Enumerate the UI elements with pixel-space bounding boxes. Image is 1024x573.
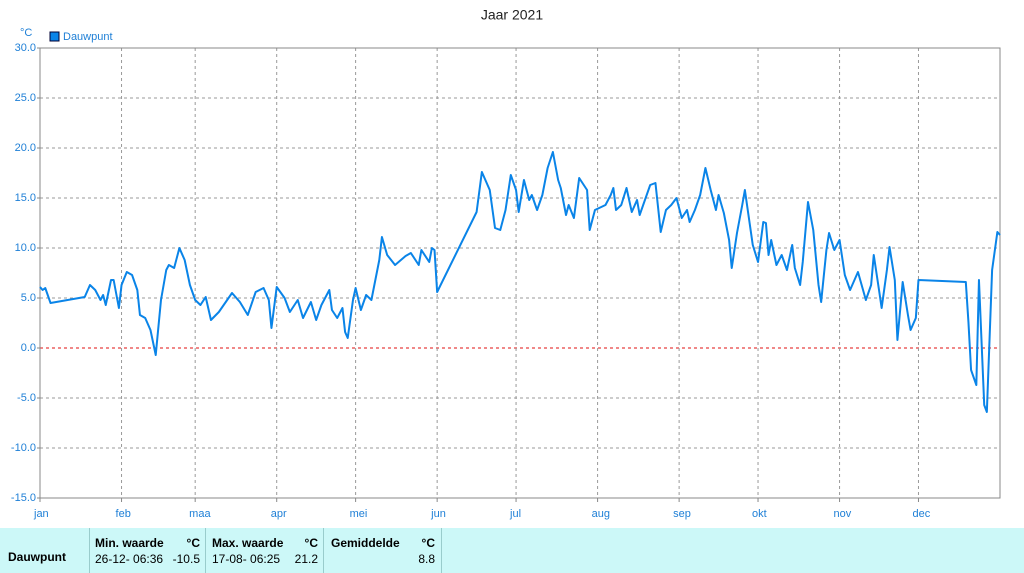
time: 17-08- 06:25 xyxy=(212,552,281,566)
value: -10.5 xyxy=(172,552,200,566)
time: 26-12- 06:36 xyxy=(95,552,164,566)
legend-swatch xyxy=(49,31,60,42)
x-tick-label: feb xyxy=(116,508,131,520)
y-tick-label: 15.0 xyxy=(15,192,36,204)
y-tick-label: 20.0 xyxy=(15,142,36,154)
chart: Jaar 2021 °C -15.0 -10.0 -5.0 0.0 5.0 10.0 15.… xyxy=(11,7,1001,520)
unit: °C xyxy=(304,536,318,550)
y-tick-label: -5.0 xyxy=(17,392,36,404)
x-tick-label: jan xyxy=(33,508,49,520)
x-tick-label: aug xyxy=(592,508,610,520)
max-cell: Max. waarde °C 17-08- 06:25 21.2 xyxy=(205,528,324,573)
header: Max. waarde xyxy=(212,536,284,550)
x-tick-label: dec xyxy=(912,508,930,520)
header: Min. waarde xyxy=(95,536,164,550)
y-tick-label: -15.0 xyxy=(11,492,36,504)
y-tick-label: 10.0 xyxy=(15,242,36,254)
stats-table: Dauwpunt Min. waarde °C 26-12- 06:36 -10… xyxy=(0,528,1024,573)
x-tick-label: apr xyxy=(271,508,287,520)
y-tick-label: 0.0 xyxy=(21,342,36,354)
y-tick-label: 30.0 xyxy=(15,42,36,54)
legend-label: Dauwpunt xyxy=(63,31,113,43)
x-tick-label: jul xyxy=(509,508,521,520)
x-tick-label: jun xyxy=(430,508,446,520)
x-tick-label: sep xyxy=(673,508,691,520)
header: Gemiddelde xyxy=(331,536,400,550)
unit: °C xyxy=(421,536,435,550)
chart-title: Jaar 2021 xyxy=(481,7,543,23)
row-label-cell: Dauwpunt xyxy=(0,528,89,573)
y-tick-label: 5.0 xyxy=(21,292,36,304)
x-tick-label: nov xyxy=(834,508,852,520)
avg-cell: Gemiddelde °C 8.8 xyxy=(323,528,442,573)
row-label: Dauwpunt xyxy=(8,550,66,564)
x-tick-label: maa xyxy=(189,508,211,520)
x-tick-label: mei xyxy=(350,508,368,520)
y-unit: °C xyxy=(20,27,32,39)
data-line xyxy=(39,151,1001,413)
unit: °C xyxy=(186,536,200,550)
y-tick-label: 25.0 xyxy=(15,92,36,104)
value: 21.2 xyxy=(294,552,318,566)
y-tick-label: -10.0 xyxy=(11,442,36,454)
value: 8.8 xyxy=(418,552,435,566)
min-cell: Min. waarde °C 26-12- 06:36 -10.5 xyxy=(89,528,206,573)
plot-border xyxy=(39,47,1001,499)
x-tick-label: okt xyxy=(752,508,767,520)
